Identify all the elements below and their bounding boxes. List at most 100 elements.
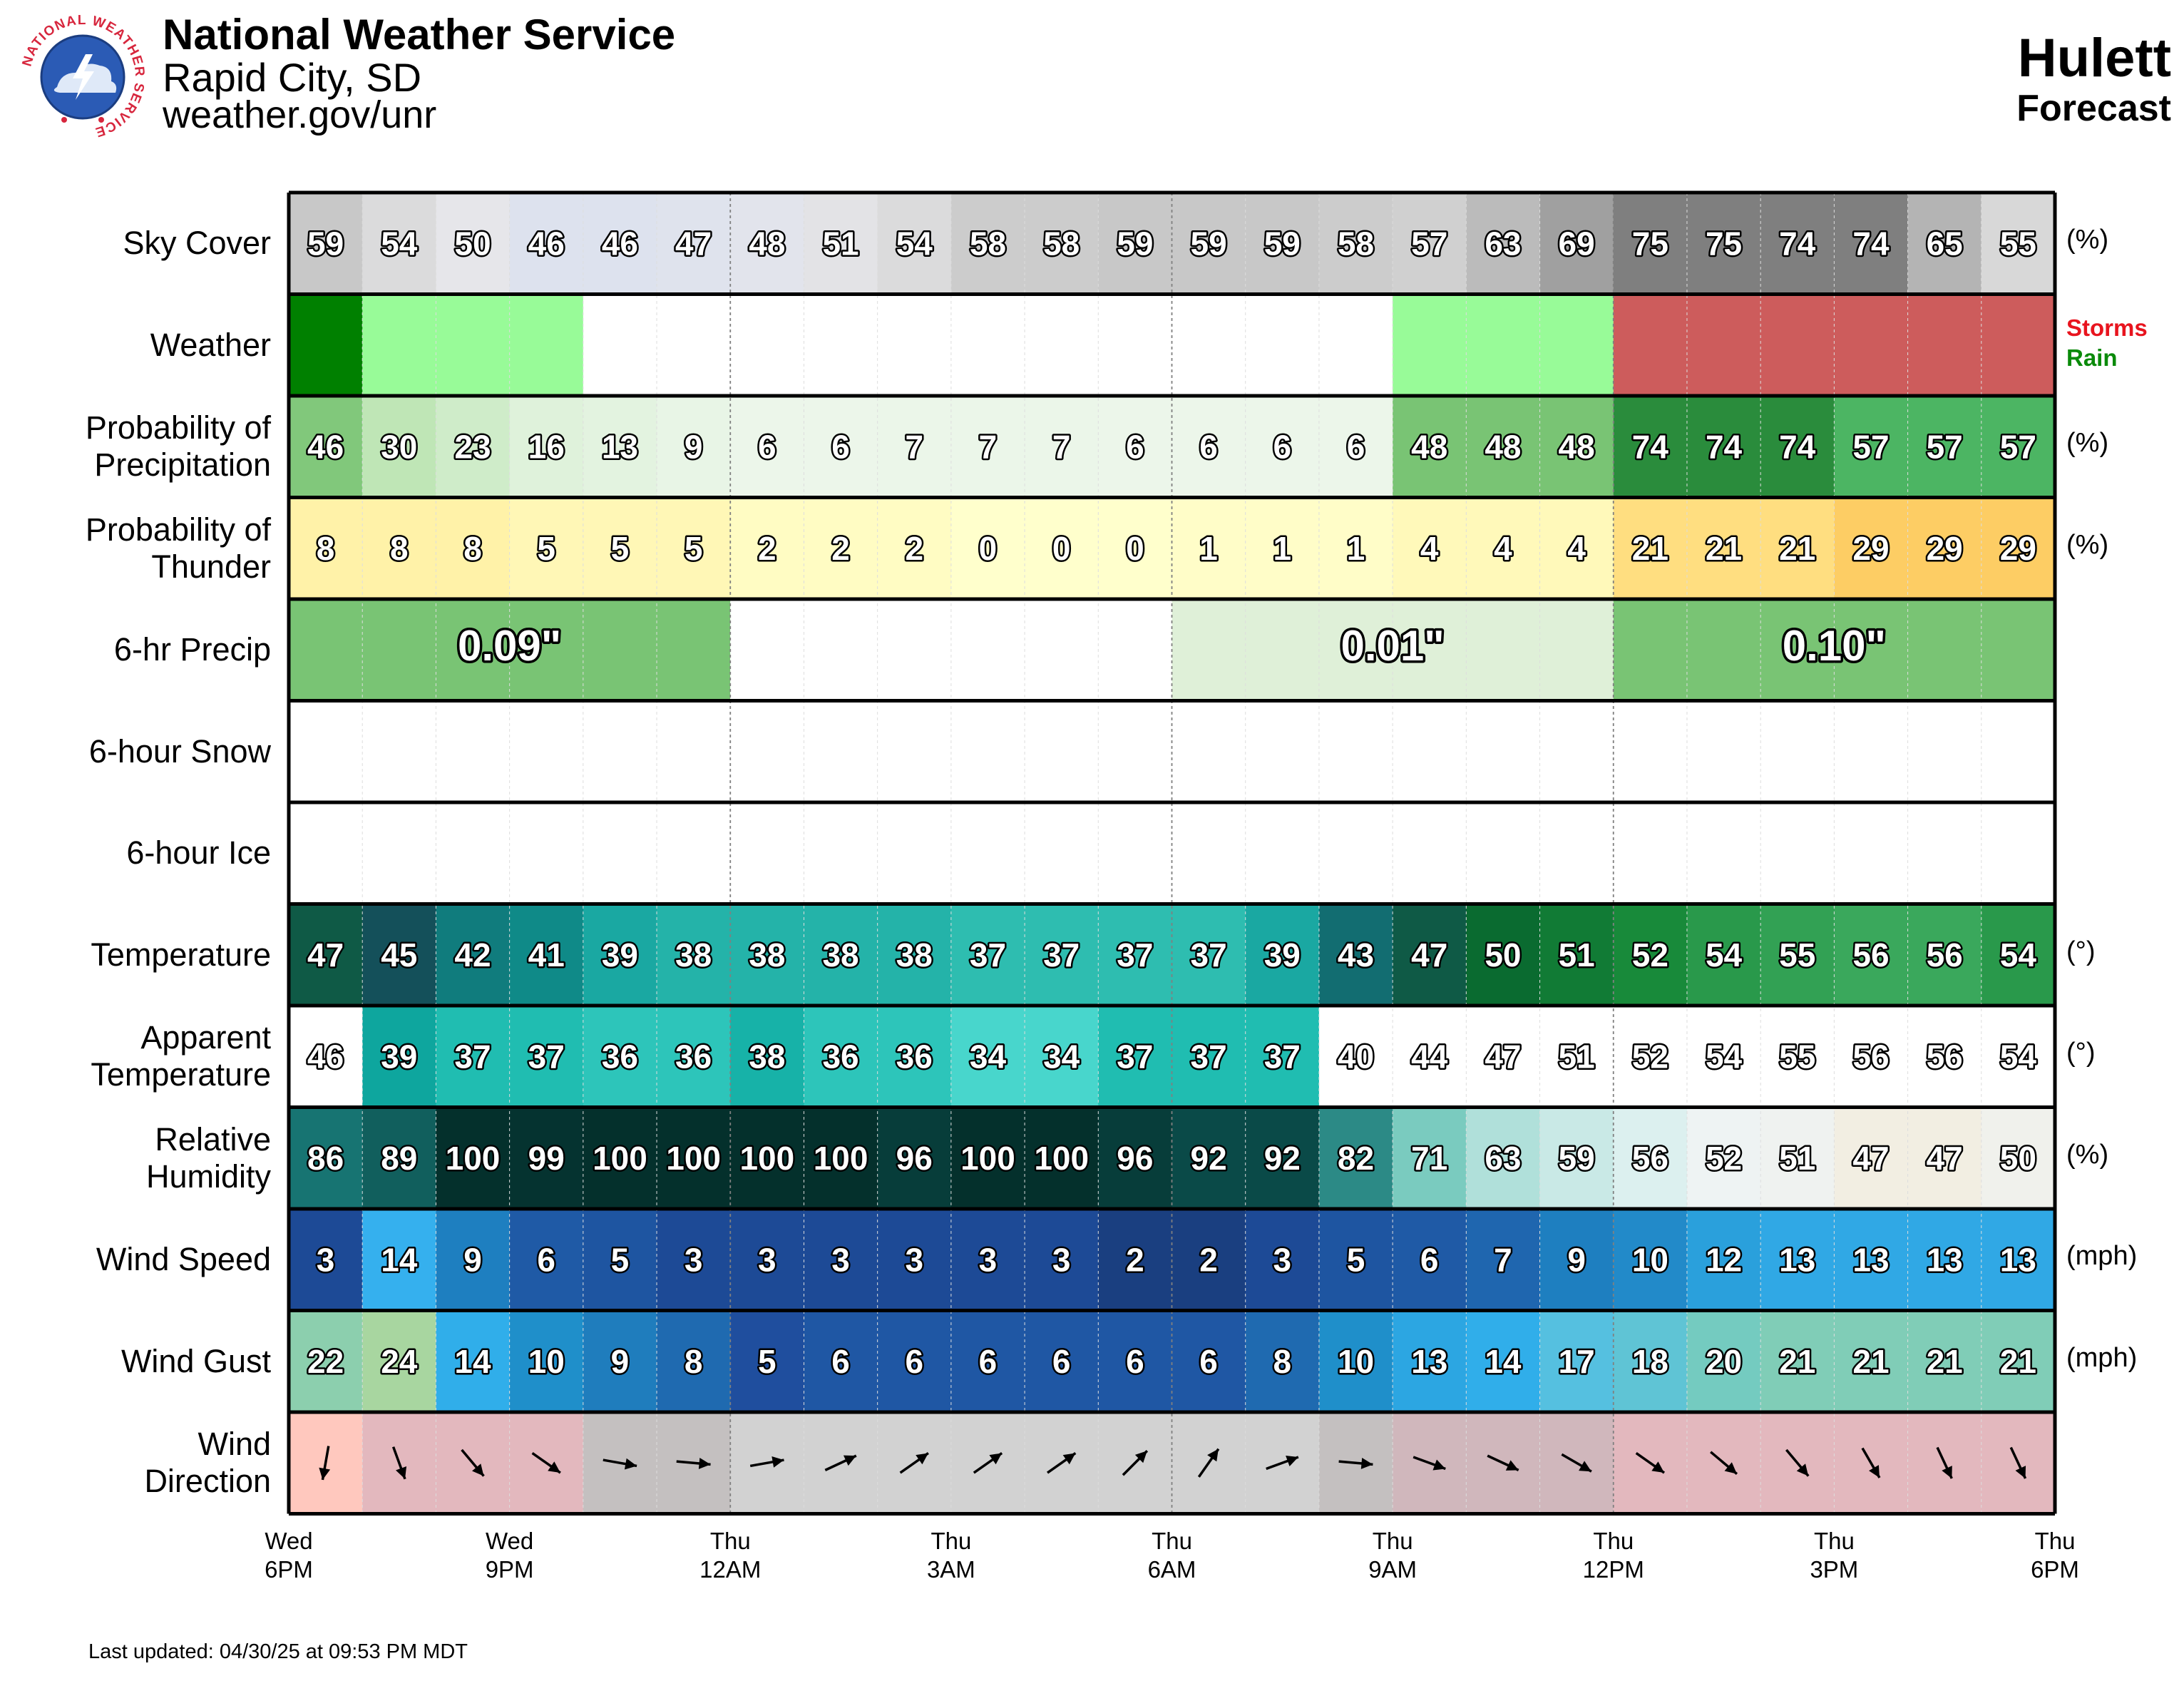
sky-cell bbox=[1686, 193, 1761, 295]
wind-value: 10 bbox=[1632, 1241, 1668, 1278]
wind-value: 14 bbox=[381, 1241, 418, 1278]
gust-value: 17 bbox=[1559, 1343, 1595, 1380]
rh-value: 52 bbox=[1706, 1140, 1742, 1177]
temp-value: 56 bbox=[1927, 936, 1963, 974]
time-axis-label: Thu 12AM bbox=[659, 1527, 801, 1584]
gust-value: 6 bbox=[905, 1343, 923, 1380]
wind-value: 2 bbox=[1199, 1241, 1218, 1278]
gust-cell bbox=[436, 1310, 511, 1412]
time-axis-hour: 9PM bbox=[485, 1555, 534, 1583]
pop-value: 48 bbox=[1485, 428, 1521, 465]
weather-cell bbox=[583, 294, 657, 396]
thunder-value: 8 bbox=[463, 530, 482, 567]
wind-value: 5 bbox=[1347, 1241, 1365, 1278]
pop-cell bbox=[1466, 396, 1541, 498]
wind-arrow-head bbox=[396, 1466, 407, 1479]
weather-cell bbox=[1834, 294, 1909, 396]
unit-apparent: (°) bbox=[2066, 1038, 2096, 1068]
wind-cell bbox=[730, 1209, 805, 1311]
rh-cell bbox=[1098, 1107, 1173, 1209]
rh-cell bbox=[1172, 1107, 1246, 1209]
gust-cell bbox=[1318, 1310, 1393, 1412]
gust-cell bbox=[289, 1310, 363, 1412]
wind-cell bbox=[362, 1209, 437, 1311]
sky-value: 59 bbox=[1264, 225, 1301, 262]
qpf-amount: 0.09" bbox=[458, 622, 561, 670]
wind-arrow-head bbox=[472, 1463, 484, 1476]
sky-value: 50 bbox=[454, 225, 491, 262]
pop-value: 48 bbox=[1559, 428, 1595, 465]
sky-cell bbox=[1318, 193, 1393, 295]
gust-value: 21 bbox=[1927, 1343, 1963, 1380]
time-axis-hour: 6PM bbox=[265, 1555, 313, 1583]
apparent-cell bbox=[1172, 1006, 1246, 1108]
sky-value: 54 bbox=[896, 225, 933, 262]
wind-cell bbox=[1318, 1209, 1393, 1311]
time-axis-label: Thu 6AM bbox=[1101, 1527, 1244, 1584]
wind-cell bbox=[436, 1209, 511, 1311]
apparent-value: 36 bbox=[896, 1038, 933, 1075]
wind-cell bbox=[289, 1209, 363, 1311]
temp-value: 55 bbox=[1779, 936, 1815, 974]
wind-value: 3 bbox=[979, 1241, 998, 1278]
wind-arrow-head bbox=[843, 1455, 856, 1466]
rh-cell bbox=[1760, 1107, 1835, 1209]
time-axis-hour: 12PM bbox=[1582, 1555, 1644, 1583]
pop-value: 7 bbox=[1052, 428, 1071, 465]
apparent-value: 38 bbox=[749, 1038, 785, 1075]
pop-value: 74 bbox=[1632, 428, 1669, 465]
pop-cell bbox=[1760, 396, 1835, 498]
row-label-line: Precipitation bbox=[94, 446, 271, 484]
wind-arrow-head bbox=[1432, 1459, 1446, 1471]
apparent-value: 47 bbox=[1485, 1038, 1521, 1075]
thunder-value: 0 bbox=[1052, 530, 1071, 567]
apparent-cell bbox=[1245, 1006, 1320, 1108]
temp-cell bbox=[1466, 904, 1541, 1006]
pop-value: 74 bbox=[1779, 428, 1816, 465]
apparent-cell bbox=[583, 1006, 657, 1108]
gust-cell bbox=[1981, 1310, 2056, 1412]
wind-cell bbox=[1098, 1209, 1173, 1311]
wind-cell bbox=[1686, 1209, 1761, 1311]
gust-value: 22 bbox=[307, 1343, 344, 1380]
temp-cell bbox=[1098, 904, 1173, 1006]
pop-value: 16 bbox=[528, 428, 565, 465]
apparent-value: 37 bbox=[1264, 1038, 1301, 1075]
apparent-value: 55 bbox=[1779, 1038, 1815, 1075]
wind-arrow-head bbox=[1579, 1461, 1591, 1472]
thunder-value: 2 bbox=[905, 530, 923, 567]
time-axis-hour: 6AM bbox=[1147, 1555, 1196, 1583]
sky-cell bbox=[1172, 193, 1246, 295]
pop-value: 48 bbox=[1411, 428, 1447, 465]
thunder-value: 1 bbox=[1347, 530, 1365, 567]
temp-cell bbox=[1760, 904, 1835, 1006]
wind-value: 3 bbox=[1273, 1241, 1292, 1278]
thunder-value: 8 bbox=[390, 530, 409, 567]
rh-value: 47 bbox=[1927, 1140, 1963, 1177]
thunder-cell bbox=[509, 497, 584, 599]
temp-value: 37 bbox=[1191, 936, 1227, 974]
row-label-line: Temperature bbox=[91, 936, 271, 973]
gust-cell bbox=[657, 1310, 731, 1412]
apparent-cell bbox=[730, 1006, 805, 1108]
wind-arrow-head bbox=[1942, 1466, 1952, 1479]
gust-value: 18 bbox=[1632, 1343, 1668, 1380]
rh-cell bbox=[362, 1107, 437, 1209]
time-axis-label: Thu 6PM bbox=[1984, 1527, 2126, 1584]
gust-value: 21 bbox=[2000, 1343, 2036, 1380]
apparent-value: 54 bbox=[1706, 1038, 1743, 1075]
gust-value: 6 bbox=[1052, 1343, 1071, 1380]
gust-value: 5 bbox=[758, 1343, 776, 1380]
weather-cell bbox=[730, 294, 805, 396]
rh-value: 96 bbox=[896, 1140, 933, 1177]
apparent-cell bbox=[877, 1006, 952, 1108]
pop-cell bbox=[1245, 396, 1320, 498]
thunder-value: 4 bbox=[1420, 530, 1439, 567]
wind-arrow-head bbox=[698, 1457, 711, 1469]
wind-value: 13 bbox=[1927, 1241, 1963, 1278]
thunder-value: 1 bbox=[1273, 530, 1292, 567]
temp-cell bbox=[1393, 904, 1467, 1006]
time-axis-label: Thu 3AM bbox=[880, 1527, 1022, 1584]
time-axis-day: Thu bbox=[1813, 1527, 1855, 1554]
